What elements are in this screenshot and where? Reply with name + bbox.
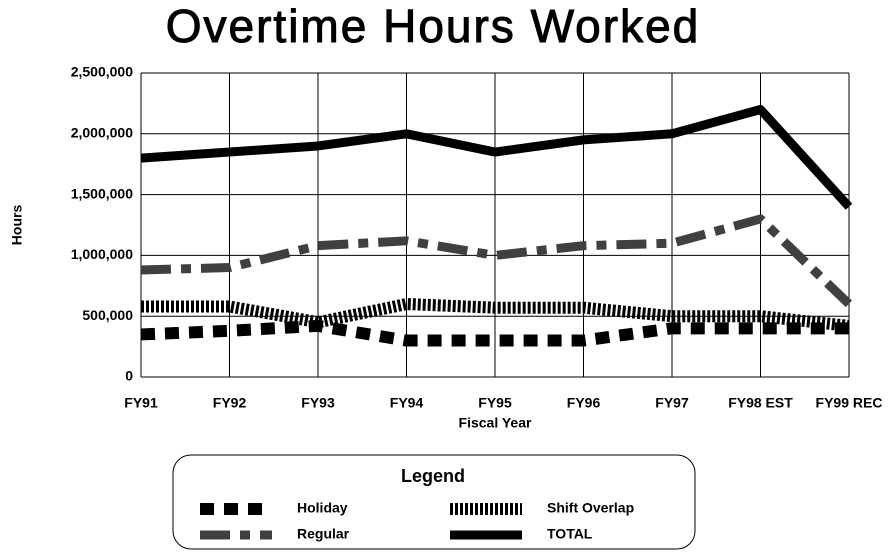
x-tick-label: FY98 EST — [728, 395, 793, 411]
x-tick-label: FY93 — [301, 395, 335, 411]
line-series — [140, 104, 853, 210]
y-tick-label: 1,500,000 — [71, 185, 133, 201]
line-series — [141, 298, 850, 332]
x-tick-label: FY94 — [390, 395, 424, 411]
y-tick-label: 2,500,000 — [71, 64, 133, 80]
x-tick-label: FY95 — [478, 395, 512, 411]
legend-label: Regular — [297, 526, 350, 542]
y-axis-label: Hours — [9, 205, 25, 246]
x-axis-label: Fiscal Year — [459, 415, 532, 431]
legend-label: Shift Overlap — [547, 500, 634, 516]
legend-label: TOTAL — [547, 526, 593, 542]
x-tick-label: FY97 — [655, 395, 689, 411]
legend-label: Holiday — [297, 500, 348, 516]
y-tick-label: 500,000 — [82, 307, 133, 323]
x-tick-label: FY99 REC — [816, 395, 883, 411]
x-tick-label: FY96 — [567, 395, 601, 411]
legend-title: Legend — [401, 466, 465, 486]
y-tick-label: 1,000,000 — [71, 246, 133, 262]
x-tick-label: FY92 — [213, 395, 247, 411]
x-tick-label: FY91 — [124, 395, 158, 411]
legend-box — [172, 454, 696, 550]
y-tick-label: 2,000,000 — [71, 125, 133, 141]
y-tick-label: 0 — [125, 368, 133, 384]
chart-title: Overtime Hours Worked — [166, 0, 701, 52]
